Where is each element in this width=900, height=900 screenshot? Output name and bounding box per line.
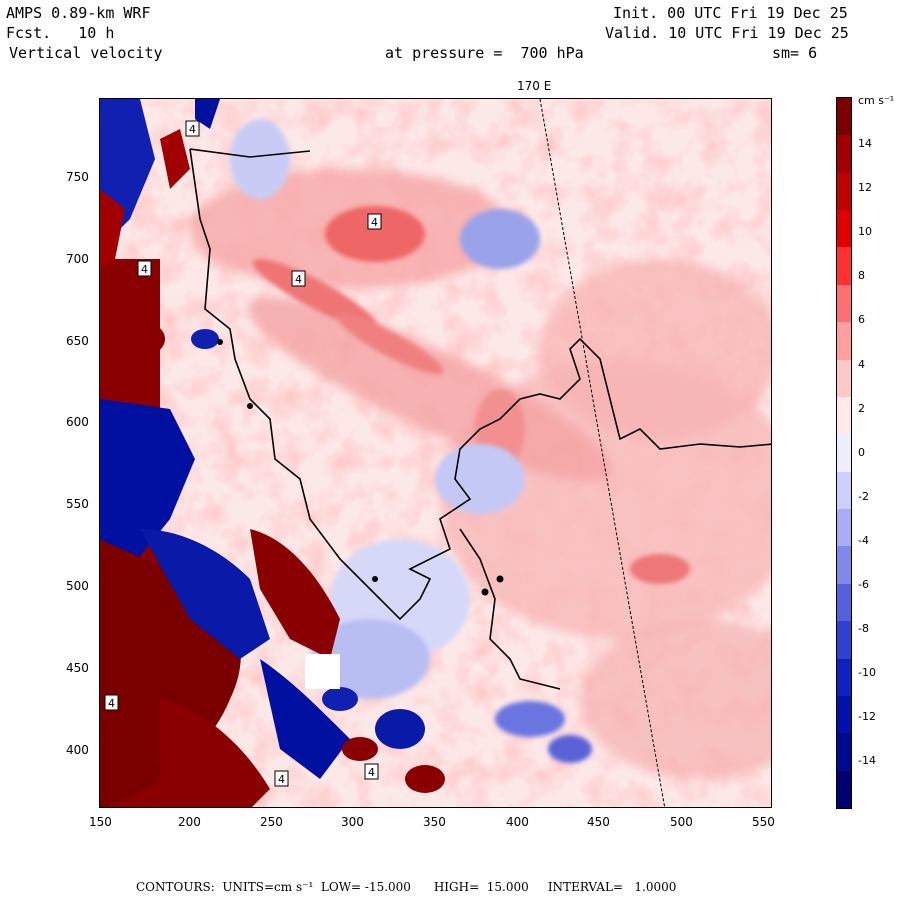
colorbar-label: -6 [858, 578, 869, 591]
colorbar-label: 8 [858, 269, 865, 283]
colorbar-segment [837, 98, 851, 136]
colorbar-segment [837, 770, 851, 809]
colorbar-segment [837, 471, 851, 510]
svg-text:4: 4 [371, 216, 378, 229]
field-name: Vertical velocity [9, 44, 163, 62]
colorbar-segment [837, 247, 851, 286]
svg-text:4: 4 [295, 273, 302, 286]
svg-text:4: 4 [189, 123, 196, 136]
colorbar-label: 6 [858, 313, 865, 327]
x-tick-150: 150 [89, 815, 112, 829]
y-tick-650: 650 [66, 334, 89, 348]
y-tick-450: 450 [66, 661, 89, 675]
colorbar-segment [837, 509, 851, 547]
colorbar-segment [837, 396, 851, 435]
x-tick-500: 500 [670, 815, 693, 829]
colorbar-segment [837, 172, 851, 211]
x-tick-400: 400 [506, 815, 529, 829]
y-tick-750: 750 [66, 170, 89, 184]
colorbar-segment [837, 546, 851, 585]
svg-text:4: 4 [278, 773, 285, 786]
contour-label-1: 4 [367, 213, 382, 230]
colorbar-label: -14 [858, 754, 876, 768]
intense-left-region [100, 99, 445, 807]
contour-label-6: 4 [274, 770, 289, 787]
meridian-label: 170 E [517, 79, 552, 93]
colorbar-label: -4 [858, 533, 869, 547]
vertical-velocity-field: 4 4 4 4 4 4 4 [100, 99, 771, 807]
colorbar-label: 14 [858, 137, 872, 150]
colorbar [836, 97, 852, 809]
contour-label-5: 4 [104, 694, 119, 711]
colorbar-label: 2 [858, 401, 865, 415]
model-title: AMPS 0.89-km WRF [6, 4, 151, 22]
y-tick-700: 700 [66, 252, 89, 266]
y-tick-500: 500 [66, 579, 89, 593]
contour-label-7: 4 [364, 763, 379, 780]
contour-label-3: 4 [185, 120, 200, 137]
colorbar-segment [837, 434, 851, 473]
colorbar-segment [837, 621, 851, 660]
forecast-hour: Fcst. 10 h [6, 24, 115, 42]
x-tick-450: 450 [587, 815, 610, 829]
x-tick-200: 200 [178, 815, 201, 829]
colorbar-label: 4 [858, 357, 865, 371]
x-tick-300: 300 [341, 815, 364, 829]
colorbar-segment [837, 135, 851, 174]
y-tick-600: 600 [66, 415, 89, 429]
colorbar-label: 10 [858, 225, 872, 239]
smoothing-label: sm= 6 [772, 44, 818, 62]
colorbar-label: -10 [858, 666, 876, 680]
svg-text:4: 4 [108, 697, 115, 710]
init-time: Init. 00 UTC Fri 19 Dec 25 [613, 4, 848, 22]
colorbar-segment [837, 210, 851, 248]
contour-label-2: 4 [291, 270, 306, 287]
svg-text:4: 4 [141, 263, 148, 276]
coastline [189, 148, 771, 621]
svg-text:4: 4 [368, 766, 375, 779]
colorbar-segment [837, 322, 851, 361]
colorbar-segment [837, 733, 851, 772]
meridian-line [539, 99, 666, 807]
colorbar-units: cm s⁻¹ [858, 94, 895, 107]
colorbar-segment [837, 658, 851, 697]
colorbar-segment [837, 284, 851, 323]
colorbar-label: -12 [858, 710, 876, 724]
colorbar-segment [837, 695, 851, 734]
colorbar-label: 0 [858, 445, 865, 459]
x-tick-350: 350 [423, 815, 446, 829]
colorbar-segment [837, 583, 851, 622]
x-tick-250: 250 [260, 815, 283, 829]
colorbar-label: -8 [858, 622, 869, 636]
y-tick-550: 550 [66, 497, 89, 511]
colorbar-segment [837, 359, 851, 398]
contour-label-4: 4 [137, 260, 152, 277]
contour-info: CONTOURS: UNITS=cm s⁻¹ LOW= -15.000 HIGH… [136, 880, 677, 894]
valid-time: Valid. 10 UTC Fri 19 Dec 25 [605, 24, 849, 42]
x-tick-550: 550 [752, 815, 775, 829]
map-panel: 4 4 4 4 4 4 4 [99, 98, 772, 808]
y-tick-400: 400 [66, 743, 89, 757]
colorbar-label: -2 [858, 489, 869, 503]
pressure-level: at pressure = 700 hPa [385, 44, 584, 62]
colorbar-label: 12 [858, 181, 872, 195]
